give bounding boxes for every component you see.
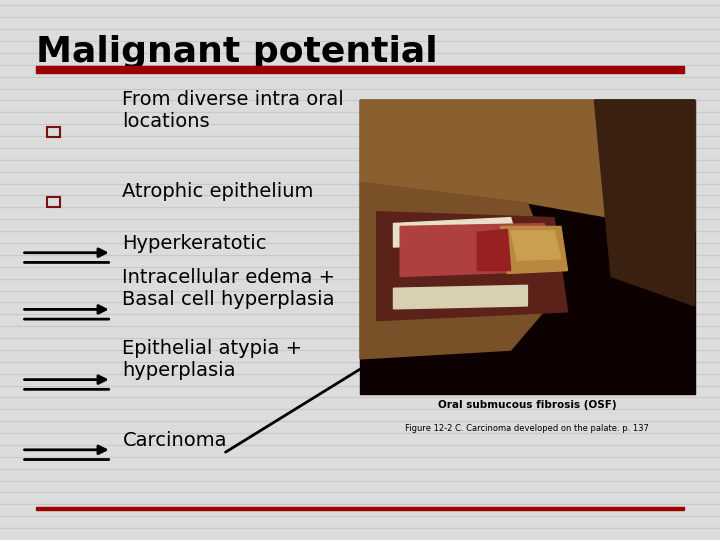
Bar (47, 197, 60, 207)
Polygon shape (510, 231, 561, 260)
Polygon shape (360, 183, 561, 359)
Polygon shape (400, 224, 561, 276)
Bar (360, 100, 695, 394)
Polygon shape (595, 100, 695, 306)
Polygon shape (394, 218, 518, 247)
Polygon shape (360, 100, 695, 232)
Text: Figure 12-2 C. Carcinoma developed on the palate. p. 137: Figure 12-2 C. Carcinoma developed on th… (405, 424, 649, 433)
Polygon shape (377, 212, 567, 321)
Text: Atrophic epithelium: Atrophic epithelium (122, 183, 314, 201)
Polygon shape (500, 226, 567, 274)
Text: Intracellular edema +
Basal cell hyperplasia: Intracellular edema + Basal cell hyperpl… (122, 268, 336, 309)
Bar (47, 127, 60, 137)
Bar (36, 507, 684, 510)
Bar (36, 66, 684, 73)
Text: Hyperkeratotic: Hyperkeratotic (122, 234, 267, 253)
Text: Epithelial atypia +
hyperplasia: Epithelial atypia + hyperplasia (122, 339, 302, 380)
Text: From diverse intra oral
locations: From diverse intra oral locations (122, 90, 344, 131)
Text: Carcinoma: Carcinoma (122, 431, 227, 450)
Text: Oral submucous fibrosis (OSF): Oral submucous fibrosis (OSF) (438, 400, 617, 410)
Text: Malignant potential: Malignant potential (36, 35, 438, 69)
Polygon shape (394, 285, 527, 309)
Polygon shape (477, 230, 510, 271)
